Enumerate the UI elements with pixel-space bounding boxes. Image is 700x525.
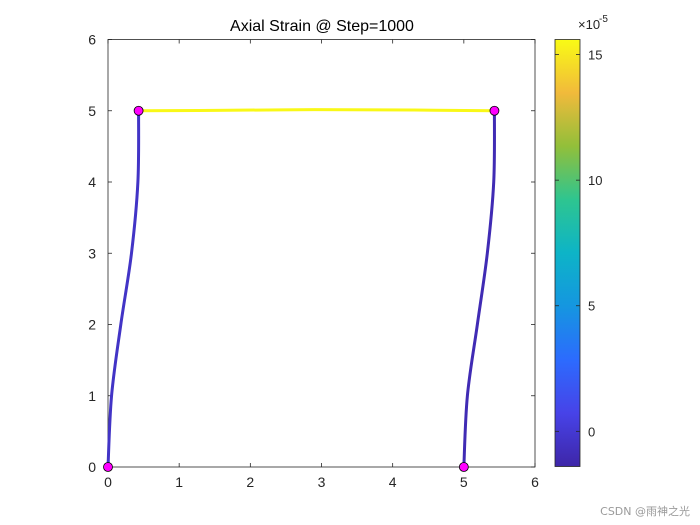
frame-nodes <box>103 105 500 472</box>
plot-axes: 0 1 2 3 4 5 6 0 1 2 3 4 5 6 <box>88 32 539 491</box>
x-tick-label: 5 <box>460 474 468 490</box>
right-column-element <box>462 109 496 469</box>
colorbar: 0 5 10 15 ×10 -5 <box>554 14 608 467</box>
node-marker <box>458 462 469 472</box>
beam-element <box>137 108 496 113</box>
colorbar-gradient <box>554 39 581 467</box>
colorbar-exponent-base: ×10 <box>578 17 600 32</box>
chart-title: Axial Strain @ Step=1000 <box>230 18 414 35</box>
colorbar-tick-label: 0 <box>588 424 595 439</box>
y-tick-label: 1 <box>88 388 96 404</box>
x-tick-label: 3 <box>318 474 326 490</box>
frame-elements <box>106 108 496 469</box>
x-tick-label: 4 <box>389 474 397 490</box>
node-marker <box>103 462 113 472</box>
y-tick-label: 0 <box>88 459 96 475</box>
x-tick-label: 0 <box>104 474 112 490</box>
x-tick-label: 2 <box>246 474 254 490</box>
axes-box <box>107 39 536 468</box>
y-tick-label: 2 <box>88 317 96 333</box>
colorbar-tick-label: 5 <box>588 299 595 314</box>
colorbar-tick-label: 10 <box>588 173 602 188</box>
colorbar-tick-label: 15 <box>588 48 602 63</box>
y-axis: 0 1 2 3 4 5 6 <box>88 32 535 475</box>
node-marker <box>133 105 144 116</box>
x-tick-label: 1 <box>175 474 183 490</box>
colorbar-exponent: -5 <box>599 14 608 25</box>
colorbar-ticks: 0 5 10 15 <box>555 48 602 439</box>
y-tick-label: 5 <box>88 103 96 119</box>
x-tick-label: 6 <box>531 474 539 490</box>
left-column-element <box>106 109 141 469</box>
watermark: CSDN @雨神之光 <box>600 505 690 518</box>
node-marker <box>489 105 500 116</box>
y-tick-label: 3 <box>88 245 96 261</box>
y-tick-label: 6 <box>88 32 96 48</box>
y-tick-label: 4 <box>88 174 96 190</box>
